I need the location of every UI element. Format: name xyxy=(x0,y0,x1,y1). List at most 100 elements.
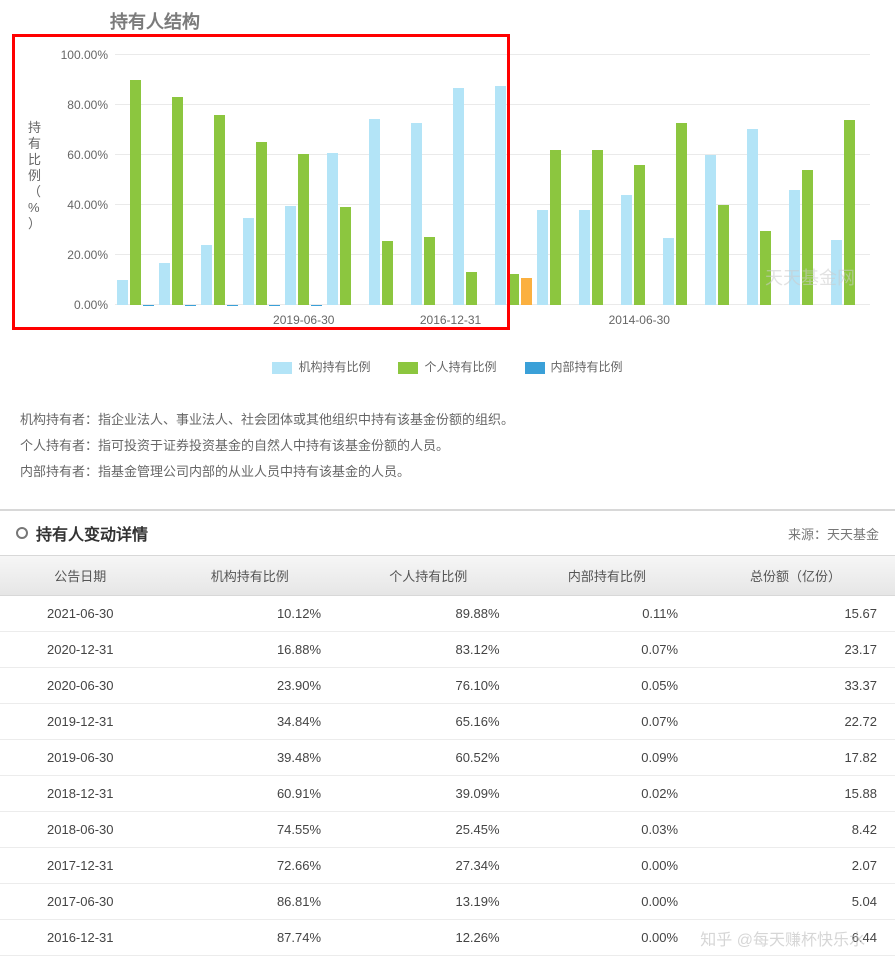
plot-area: 0.00%20.00%40.00%60.00%80.00%100.00%2019… xyxy=(115,55,870,305)
bar xyxy=(340,207,351,305)
table-cell: 6.44 xyxy=(696,920,895,956)
bar xyxy=(718,205,729,305)
table-cell: 23.17 xyxy=(696,632,895,668)
bar xyxy=(663,238,674,306)
table-body: 2021-06-3010.12%89.88%0.11%15.672020-12-… xyxy=(0,596,895,956)
definition-text: 指企业法人、事业法人、社会团体或其他组织中持有该基金份额的组织。 xyxy=(98,412,514,427)
table-cell: 5.04 xyxy=(696,884,895,920)
bar xyxy=(844,120,855,305)
bar xyxy=(130,80,141,305)
bar xyxy=(747,129,758,305)
bar xyxy=(201,245,212,305)
detail-section-title: 持有人变动详情 xyxy=(36,521,148,545)
detail-source: 来源：天天基金 xyxy=(788,524,879,543)
legend-label: 内部持有比例 xyxy=(551,360,623,374)
table-cell: 76.10% xyxy=(339,668,518,704)
table-cell: 2016-12-31 xyxy=(0,920,161,956)
table-cell: 0.00% xyxy=(518,920,697,956)
table-cell: 27.34% xyxy=(339,848,518,884)
definition-line: 个人持有者：指可投资于证券投资基金的自然人中持有该基金份额的人员。 xyxy=(20,433,875,459)
table-cell: 60.52% xyxy=(339,740,518,776)
table-row: 2017-06-3086.81%13.19%0.00%5.04 xyxy=(0,884,895,920)
table-cell: 0.09% xyxy=(518,740,697,776)
table-cell: 16.88% xyxy=(161,632,340,668)
bar xyxy=(214,115,225,305)
table-row: 2018-12-3160.91%39.09%0.02%15.88 xyxy=(0,776,895,812)
table-cell: 2018-06-30 xyxy=(0,812,161,848)
bar xyxy=(424,237,435,305)
table-row: 2016-12-3187.74%12.26%0.00%6.44 xyxy=(0,920,895,956)
x-tick-label: 2014-06-30 xyxy=(609,313,670,327)
definition-label: 个人持有者： xyxy=(20,438,98,453)
table-cell: 0.00% xyxy=(518,848,697,884)
table-cell: 22.72 xyxy=(696,704,895,740)
bar xyxy=(411,123,422,305)
table-row: 2019-06-3039.48%60.52%0.09%17.82 xyxy=(0,740,895,776)
bar xyxy=(705,155,716,305)
table-cell: 8.42 xyxy=(696,812,895,848)
table-cell: 83.12% xyxy=(339,632,518,668)
bar xyxy=(453,88,464,305)
table-cell: 2017-12-31 xyxy=(0,848,161,884)
y-axis-title: 持有比例（%） xyxy=(28,120,42,232)
detail-section-header: 持有人变动详情 来源：天天基金 xyxy=(0,509,895,556)
y-tick-label: 40.00% xyxy=(53,198,108,212)
bar xyxy=(760,231,771,305)
table-cell: 86.81% xyxy=(161,884,340,920)
x-tick-label: 2016-12-31 xyxy=(420,313,481,327)
bar xyxy=(802,170,813,305)
table-header-cell: 公告日期 xyxy=(0,556,161,596)
bar xyxy=(285,206,296,305)
bar xyxy=(243,218,254,305)
bullet-icon xyxy=(16,527,28,539)
x-tick-label: 2019-06-30 xyxy=(273,313,334,327)
legend-item: 个人持有比例 xyxy=(398,358,496,375)
table-header-row: 公告日期机构持有比例个人持有比例内部持有比例总份额（亿份） xyxy=(0,556,895,596)
table-cell: 87.74% xyxy=(161,920,340,956)
table-cell: 13.19% xyxy=(339,884,518,920)
definition-text: 指基金管理公司内部的从业人员中持有该基金的人员。 xyxy=(98,464,410,479)
detail-table: 公告日期机构持有比例个人持有比例内部持有比例总份额（亿份） 2021-06-30… xyxy=(0,556,895,956)
bar xyxy=(537,210,548,305)
legend-item: 内部持有比例 xyxy=(525,358,623,375)
bar xyxy=(521,278,532,306)
table-cell: 0.05% xyxy=(518,668,697,704)
table-cell: 15.67 xyxy=(696,596,895,632)
table-row: 2021-06-3010.12%89.88%0.11%15.67 xyxy=(0,596,895,632)
table-header-cell: 个人持有比例 xyxy=(339,556,518,596)
bar xyxy=(172,97,183,305)
table-cell: 89.88% xyxy=(339,596,518,632)
definition-text: 指可投资于证券投资基金的自然人中持有该基金份额的人员。 xyxy=(98,438,449,453)
table-cell: 15.88 xyxy=(696,776,895,812)
table-cell: 33.37 xyxy=(696,668,895,704)
gridline xyxy=(115,54,870,55)
definitions-block: 机构持有者：指企业法人、事业法人、社会团体或其他组织中持有该基金份额的组织。个人… xyxy=(0,395,895,509)
table-cell: 34.84% xyxy=(161,704,340,740)
table-row: 2020-12-3116.88%83.12%0.07%23.17 xyxy=(0,632,895,668)
table-cell: 39.48% xyxy=(161,740,340,776)
table-cell: 0.03% xyxy=(518,812,697,848)
table-row: 2019-12-3134.84%65.16%0.07%22.72 xyxy=(0,704,895,740)
gridline xyxy=(115,104,870,105)
chart-wrap: 持有比例（%） 0.00%20.00%40.00%60.00%80.00%100… xyxy=(10,40,885,340)
definition-line: 机构持有者：指企业法人、事业法人、社会团体或其他组织中持有该基金份额的组织。 xyxy=(20,407,875,433)
y-tick-label: 100.00% xyxy=(53,48,108,62)
bar xyxy=(256,142,267,305)
chart-legend: 机构持有比例 个人持有比例 内部持有比例 xyxy=(0,358,895,375)
chart-title: 持有人结构 xyxy=(0,0,895,40)
table-cell: 12.26% xyxy=(339,920,518,956)
bar xyxy=(495,86,506,305)
bar xyxy=(159,263,170,305)
chart-section: 持有人结构 持有比例（%） 0.00%20.00%40.00%60.00%80.… xyxy=(0,0,895,395)
legend-label: 机构持有比例 xyxy=(298,360,370,374)
table-cell: 2019-12-31 xyxy=(0,704,161,740)
table-cell: 25.45% xyxy=(339,812,518,848)
table-header-cell: 机构持有比例 xyxy=(161,556,340,596)
table-cell: 2020-12-31 xyxy=(0,632,161,668)
bar xyxy=(117,280,128,305)
table-cell: 2019-06-30 xyxy=(0,740,161,776)
bar xyxy=(579,210,590,305)
definition-label: 机构持有者： xyxy=(20,412,98,427)
definition-line: 内部持有者：指基金管理公司内部的从业人员中持有该基金的人员。 xyxy=(20,459,875,485)
table-row: 2017-12-3172.66%27.34%0.00%2.07 xyxy=(0,848,895,884)
